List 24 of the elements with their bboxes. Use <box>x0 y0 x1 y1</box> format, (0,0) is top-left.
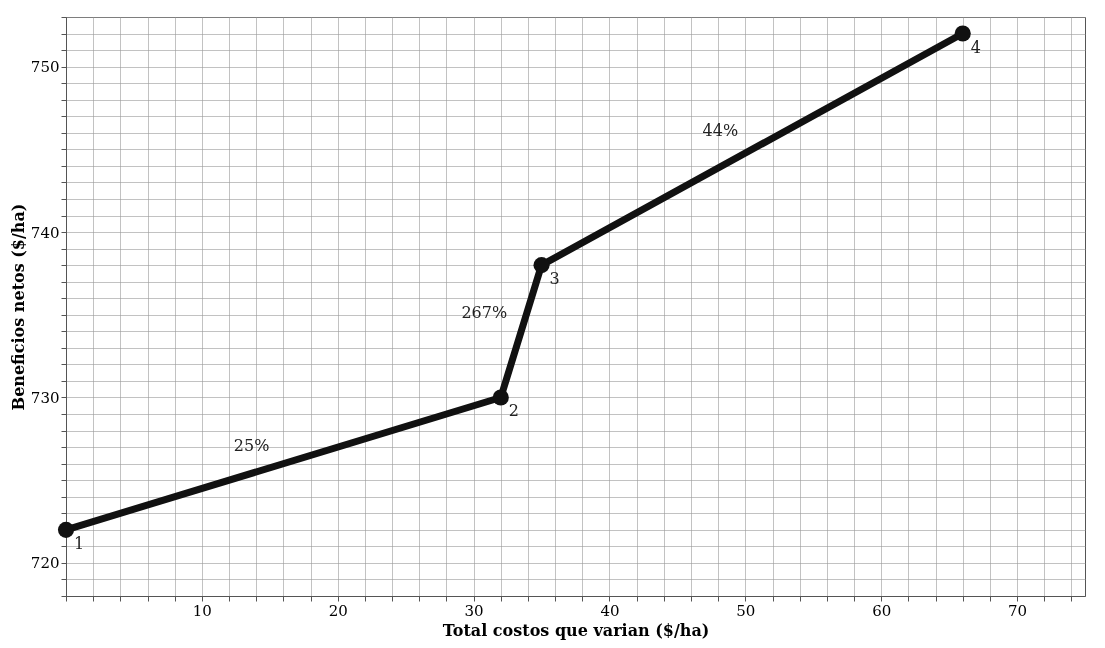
y-axis-title: Beneficios netos ($/ha) <box>8 203 28 411</box>
annotation: 3 <box>549 269 560 289</box>
annotation: 2 <box>508 401 519 421</box>
y-tick-label: 720 <box>30 554 60 573</box>
point <box>954 25 971 42</box>
annotation: 25% <box>233 435 270 455</box>
x-tick-label: 30 <box>464 601 484 620</box>
point <box>533 257 550 274</box>
x-tick-label: 10 <box>192 601 212 620</box>
x-tick-label: 60 <box>872 601 892 620</box>
annotation: 4 <box>970 37 981 57</box>
point <box>57 521 75 538</box>
annotation: 267% <box>461 303 508 323</box>
y-tick-label: 740 <box>30 223 60 242</box>
x-tick-label: 40 <box>600 601 620 620</box>
annotation: 44% <box>702 121 739 141</box>
x-tick-label: 70 <box>1008 601 1028 620</box>
point <box>492 389 509 406</box>
y-tick-label: 730 <box>30 388 60 407</box>
annotation: 1 <box>74 533 85 553</box>
x-axis-title: Total costos que varian ($/ha) <box>442 620 710 640</box>
y-tick-label: 750 <box>30 58 60 77</box>
x-tick-label: 20 <box>328 601 348 620</box>
x-tick-label: 50 <box>736 601 756 620</box>
